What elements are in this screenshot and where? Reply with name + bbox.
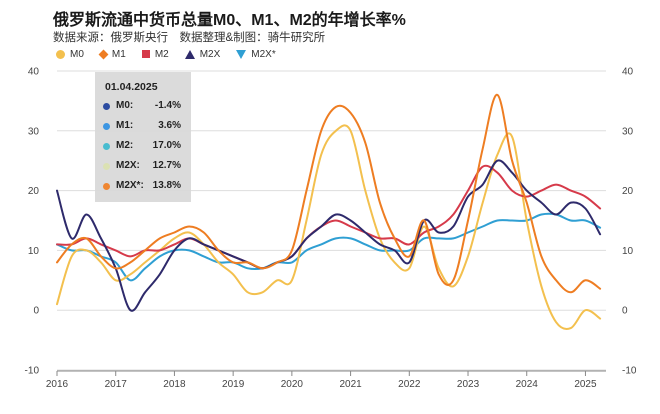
- legend-label-m1: M1: [111, 48, 126, 60]
- tooltip-row-m2: M2: 17.0%: [103, 140, 187, 154]
- tooltip-dot-m0: [103, 103, 110, 110]
- tooltip-name-m2x-star: M2X*:: [116, 180, 144, 191]
- legend-item-m2[interactable]: M2: [141, 48, 169, 60]
- tooltip-dot-m2x-star: [103, 183, 110, 190]
- x-tick-label: 2025: [574, 379, 597, 390]
- x-tick-label: 2023: [457, 379, 480, 390]
- tooltip-dot-m2x: [103, 163, 110, 170]
- x-tick-label: 2016: [46, 379, 69, 390]
- chart-title: 俄罗斯流通中货币总量M0、M1、M2的年增长率%: [53, 12, 406, 29]
- tooltip-row-m2x-star: M2X*: 13.8%: [103, 180, 187, 194]
- legend-marker-m0: [56, 49, 65, 59]
- y-tick-label-right: 30: [622, 126, 634, 137]
- tooltip-value-m2x: 12.7%: [152, 160, 181, 171]
- hover-tooltip: 01.04.2025 M0: -1.4% M1: 3.6% M2: 17.0% …: [95, 72, 191, 202]
- x-tick-label: 2020: [281, 379, 304, 390]
- tooltip-name-m0: M0:: [116, 100, 134, 111]
- series-line-m2x: [56, 159, 602, 312]
- y-tick-label-right: 20: [622, 186, 634, 197]
- legend-marker-m2x: [184, 49, 195, 59]
- tooltip-date: 01.04.2025: [105, 81, 158, 93]
- tooltip-value-m2: 17.0%: [152, 140, 181, 151]
- legend-label-m0: M0: [70, 48, 84, 60]
- chart-source: 数据来源：俄罗斯央行 数据整理&制图：骑牛研究所: [53, 32, 326, 44]
- tooltip-row-m0: M0: -1.4%: [103, 100, 187, 114]
- chart-legend: M0 M1 M2 M2X M2X*: [56, 47, 292, 61]
- y-tick-label-left: 0: [33, 306, 39, 317]
- tooltip-value-m2x-star: 13.8%: [152, 180, 181, 191]
- x-tick-label: 2019: [222, 379, 245, 390]
- x-tick-label: 2018: [163, 379, 186, 390]
- x-tick-label: 2024: [516, 379, 539, 390]
- y-tick-label-left: 20: [28, 186, 40, 197]
- legend-label-m2: M2: [154, 48, 169, 60]
- tooltip-dot-m2: [103, 143, 110, 150]
- legend-marker-m2: [141, 50, 150, 58]
- legend-item-m1[interactable]: M1: [98, 48, 126, 60]
- y-tick-label-right: -10: [622, 366, 637, 377]
- tooltip-row-m1: M1: 3.6%: [103, 120, 187, 134]
- y-tick-label-right: 0: [622, 306, 628, 317]
- x-tick-label: 2022: [398, 379, 421, 390]
- tooltip-value-m0: -1.4%: [154, 100, 181, 111]
- legend-item-m2x[interactable]: M2X: [184, 48, 221, 60]
- legend-label-m2x: M2X: [199, 48, 221, 60]
- y-tick-label-right: 40: [622, 67, 634, 78]
- series-line-m0: [56, 124, 602, 330]
- tooltip-value-m1: 3.6%: [158, 120, 181, 131]
- x-tick-label: 2021: [339, 379, 362, 390]
- tooltip-name-m1: M1:: [116, 120, 134, 131]
- tooltip-dot-m1: [103, 123, 110, 130]
- legend-label-m2x-star: M2X*: [251, 48, 276, 60]
- y-tick-label-right: 10: [622, 246, 634, 257]
- series-line-m1: [56, 93, 602, 294]
- series-line-m2x-star: [56, 212, 602, 282]
- x-tick-label: 2017: [105, 379, 128, 390]
- tooltip-name-m2x: M2X:: [116, 160, 140, 171]
- legend-marker-m2x-star: [236, 49, 247, 59]
- tooltip-name-m2: M2:: [116, 140, 134, 151]
- y-tick-label-left: 10: [28, 246, 40, 257]
- tooltip-row-m2x: M2X: 12.7%: [103, 160, 187, 174]
- legend-item-m2x-star[interactable]: M2X*: [236, 48, 276, 60]
- y-tick-label-left: -10: [25, 366, 40, 377]
- y-tick-label-left: 30: [28, 126, 40, 137]
- legend-item-m0[interactable]: M0: [56, 49, 84, 60]
- y-tick-label-left: 40: [28, 67, 40, 78]
